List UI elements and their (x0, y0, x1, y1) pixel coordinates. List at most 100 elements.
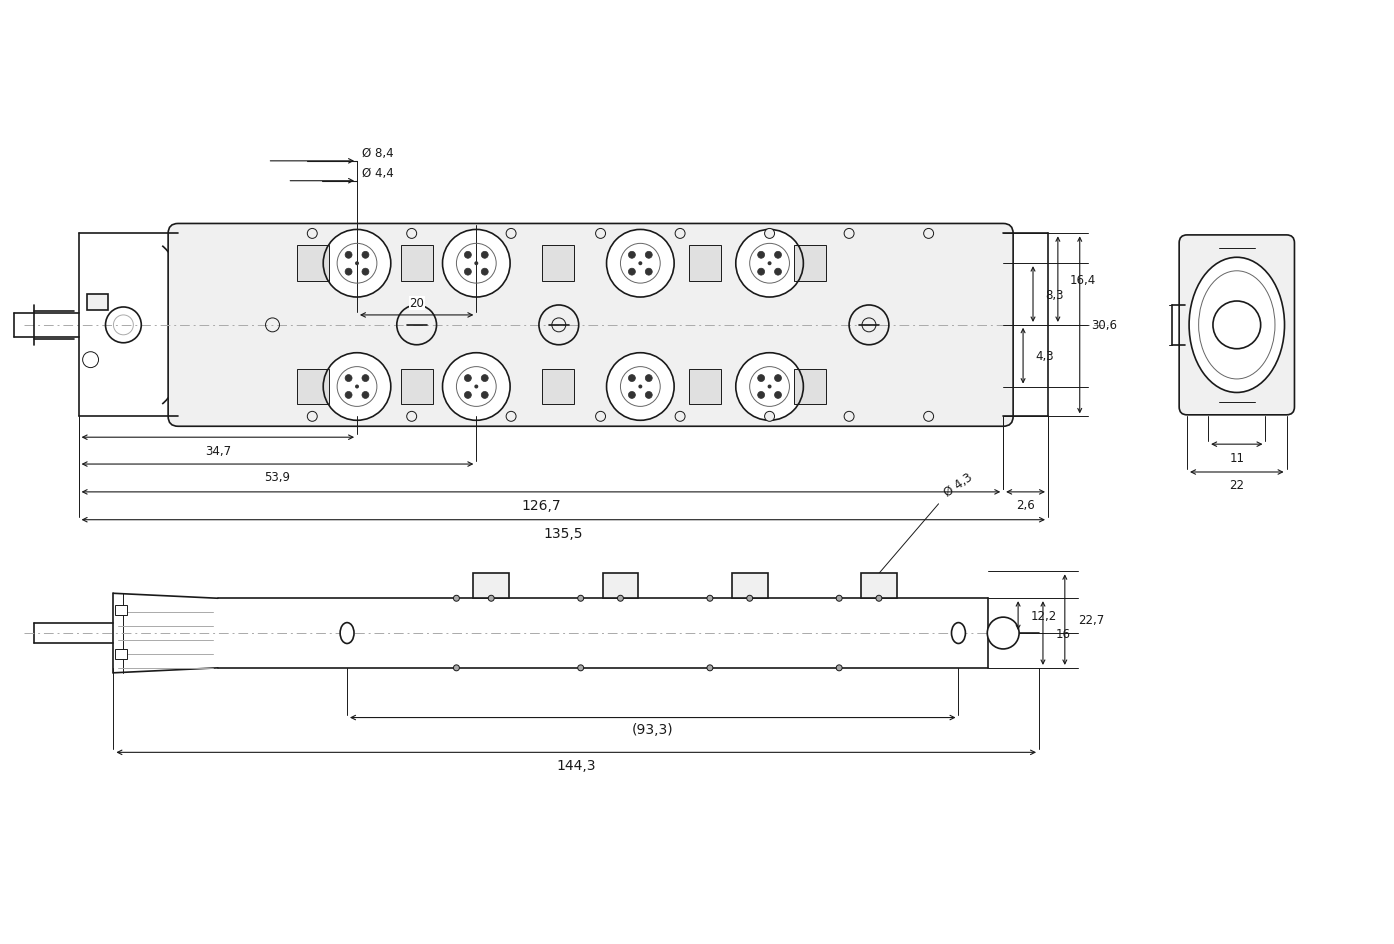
Bar (795, 246, 827, 282)
Circle shape (488, 596, 495, 601)
Circle shape (346, 375, 353, 382)
Circle shape (836, 666, 842, 671)
Ellipse shape (952, 623, 966, 644)
Circle shape (464, 392, 471, 399)
Circle shape (758, 392, 765, 399)
Text: 16: 16 (1055, 627, 1071, 640)
Circle shape (775, 252, 782, 259)
Bar (732, 574, 768, 598)
Circle shape (346, 252, 353, 259)
Circle shape (768, 385, 771, 389)
Bar (400, 246, 432, 282)
Bar (474, 574, 509, 598)
Text: 135,5: 135,5 (544, 526, 583, 540)
Circle shape (481, 269, 488, 276)
Circle shape (924, 412, 934, 422)
Circle shape (775, 269, 782, 276)
Text: Ø 4,4: Ø 4,4 (362, 166, 393, 179)
Circle shape (407, 412, 417, 422)
Text: 4,3: 4,3 (1034, 350, 1054, 362)
Circle shape (758, 252, 765, 259)
Circle shape (605, 229, 675, 298)
Circle shape (645, 392, 652, 399)
Bar (542, 246, 574, 282)
Circle shape (577, 666, 584, 671)
Circle shape (707, 666, 712, 671)
Circle shape (875, 596, 882, 601)
Circle shape (735, 352, 804, 422)
Bar (861, 574, 896, 598)
Text: 12,2: 12,2 (1032, 610, 1057, 622)
Circle shape (481, 392, 488, 399)
Circle shape (645, 375, 652, 382)
Circle shape (322, 352, 392, 422)
Circle shape (675, 412, 684, 422)
Circle shape (362, 375, 369, 382)
Circle shape (747, 596, 753, 601)
Circle shape (775, 392, 782, 399)
Circle shape (595, 412, 605, 422)
Circle shape (775, 375, 782, 382)
FancyBboxPatch shape (169, 225, 1013, 427)
Text: 30,6: 30,6 (1092, 319, 1118, 332)
Circle shape (924, 229, 934, 239)
Circle shape (346, 392, 353, 399)
FancyBboxPatch shape (1179, 236, 1295, 415)
Text: Ø 8,4: Ø 8,4 (362, 146, 393, 160)
Circle shape (506, 412, 516, 422)
Bar (86, 295, 109, 311)
Circle shape (407, 229, 417, 239)
Text: 16,4: 16,4 (1069, 274, 1096, 286)
Bar (542, 369, 574, 405)
Bar (297, 246, 329, 282)
Circle shape (987, 617, 1019, 649)
Circle shape (577, 596, 584, 601)
Circle shape (355, 262, 360, 266)
Circle shape (322, 229, 392, 298)
Text: 34,7: 34,7 (205, 445, 231, 457)
Text: 20: 20 (410, 297, 424, 311)
Bar (795, 369, 827, 405)
Circle shape (845, 229, 855, 239)
Circle shape (464, 269, 471, 276)
Circle shape (758, 375, 765, 382)
Circle shape (618, 596, 623, 601)
Bar (400, 369, 432, 405)
Text: 126,7: 126,7 (521, 498, 560, 513)
Circle shape (307, 229, 318, 239)
Circle shape (638, 385, 643, 389)
Bar (116, 605, 127, 615)
Circle shape (629, 375, 636, 382)
Circle shape (675, 229, 684, 239)
Circle shape (735, 229, 804, 298)
Circle shape (845, 412, 855, 422)
Circle shape (595, 229, 605, 239)
Circle shape (453, 666, 460, 671)
Circle shape (506, 229, 516, 239)
Circle shape (362, 392, 369, 399)
Circle shape (629, 392, 636, 399)
Circle shape (307, 412, 318, 422)
Circle shape (758, 269, 765, 276)
Circle shape (707, 596, 712, 601)
Text: 22: 22 (1230, 479, 1245, 492)
Text: Ø 4,3: Ø 4,3 (941, 470, 974, 499)
Text: 22,7: 22,7 (1078, 614, 1104, 627)
Circle shape (464, 375, 471, 382)
Circle shape (605, 352, 675, 422)
Text: 11: 11 (1230, 451, 1245, 464)
Bar (689, 246, 721, 282)
Circle shape (764, 412, 775, 422)
Circle shape (362, 269, 369, 276)
Circle shape (836, 596, 842, 601)
Text: 8,3: 8,3 (1046, 288, 1064, 301)
Circle shape (464, 252, 471, 259)
Ellipse shape (1189, 258, 1284, 393)
Text: 144,3: 144,3 (556, 758, 597, 772)
Text: 53,9: 53,9 (265, 471, 290, 484)
Circle shape (764, 229, 775, 239)
Circle shape (362, 252, 369, 259)
Circle shape (346, 269, 353, 276)
Circle shape (481, 375, 488, 382)
Circle shape (638, 262, 643, 266)
